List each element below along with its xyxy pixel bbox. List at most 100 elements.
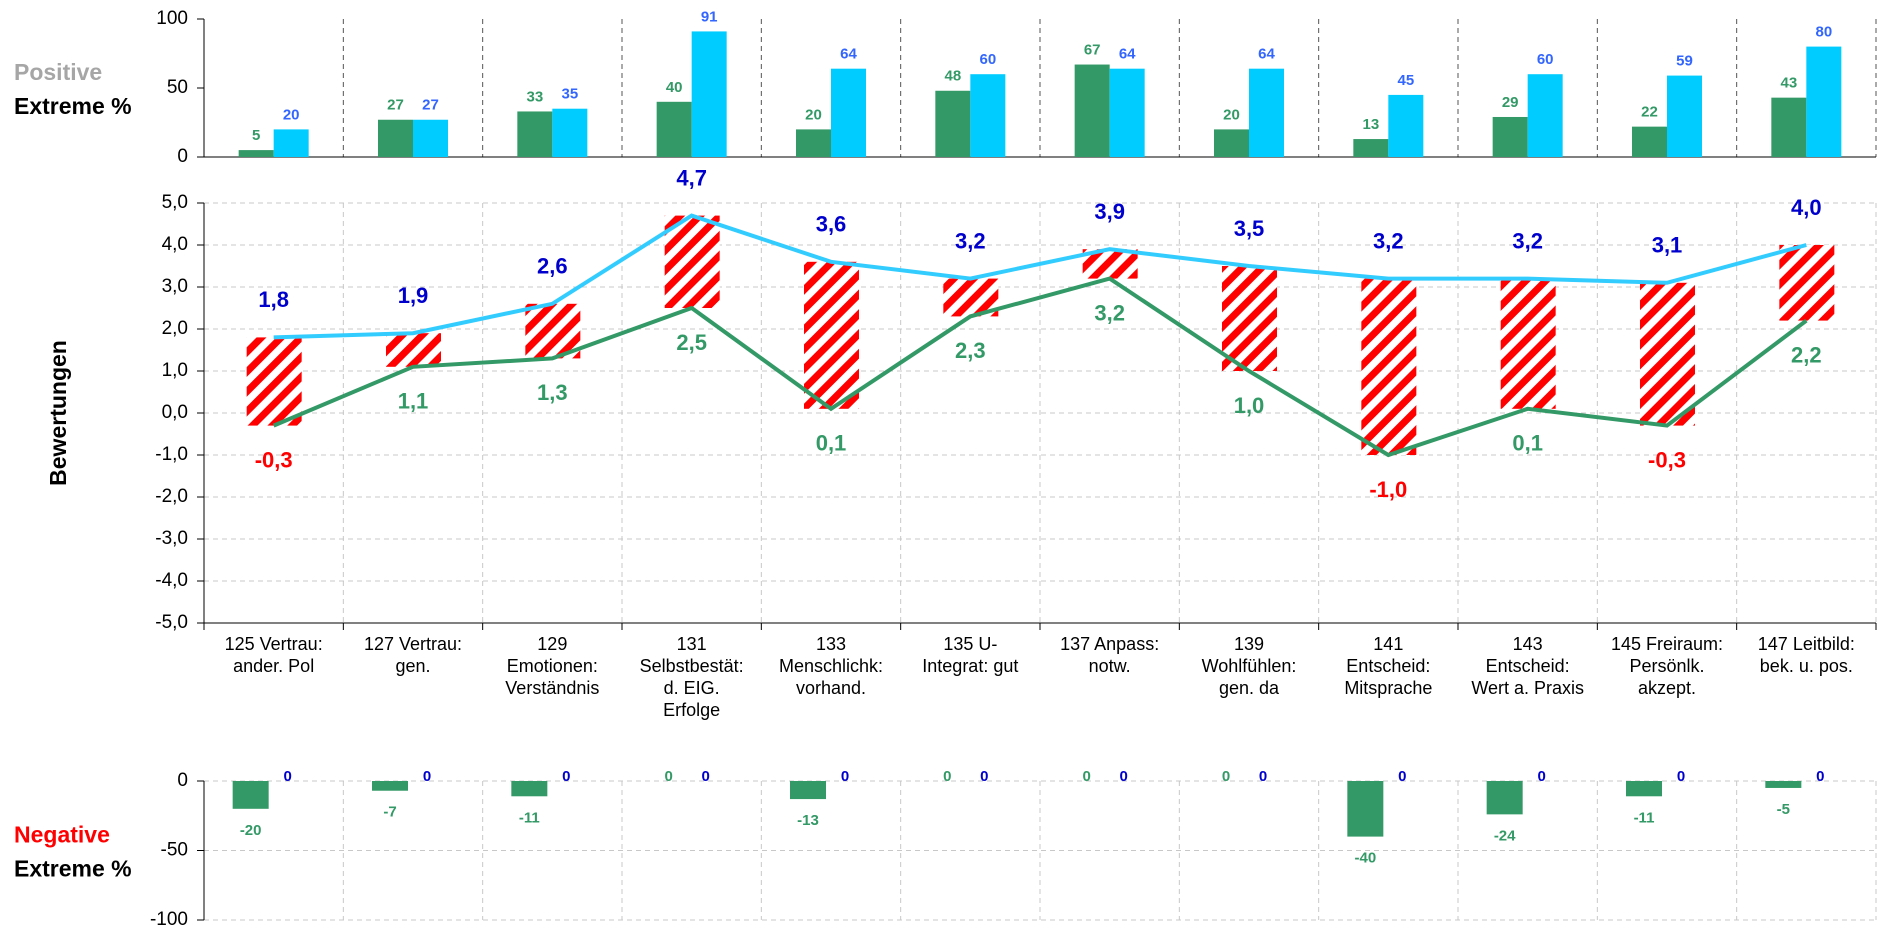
y-axis-label: Positive	[14, 59, 102, 85]
bar	[656, 101, 692, 157]
value-label: 1,3	[537, 380, 568, 405]
x-tick-label: akzept.	[1638, 678, 1696, 698]
bar	[1492, 116, 1528, 157]
bar	[935, 90, 971, 157]
x-tick-label: 127 Vertrau:	[364, 634, 462, 654]
value-label: 3,2	[1373, 228, 1404, 253]
bar	[413, 119, 448, 157]
range-box	[1500, 278, 1556, 409]
range-box	[804, 261, 859, 409]
x-tick-label: gen. da	[1219, 678, 1280, 698]
value-label: 0	[1537, 768, 1545, 785]
y-tick-label: 2,0	[162, 318, 188, 339]
value-label: 20	[283, 106, 300, 123]
value-label: 60	[1537, 51, 1554, 68]
x-tick-label: vorhand.	[796, 678, 866, 698]
value-label: -1,0	[1369, 477, 1407, 502]
bar	[1109, 68, 1145, 157]
bar	[517, 111, 553, 157]
bar	[1353, 139, 1389, 157]
bar	[970, 74, 1006, 157]
value-label: -0,3	[255, 447, 293, 472]
value-label: 64	[840, 46, 857, 63]
bar	[831, 68, 866, 157]
bar	[1806, 46, 1842, 157]
value-label: -7	[383, 804, 396, 821]
x-tick-label: 135 U-	[943, 634, 997, 654]
bar	[1486, 781, 1523, 815]
x-tick-label: gen.	[395, 656, 430, 676]
value-label: 0	[664, 768, 672, 785]
x-tick-label: Integrat: gut	[922, 656, 1018, 676]
value-label: 0	[1082, 768, 1090, 785]
y-tick-label: -100	[150, 909, 188, 929]
range-box	[1779, 245, 1835, 321]
x-tick-label: Menschlichk:	[779, 656, 883, 676]
bar	[1527, 74, 1563, 157]
value-label: 3,2	[1512, 228, 1543, 253]
y-tick-label: -3,0	[155, 528, 188, 549]
bar	[796, 129, 831, 157]
x-tick-label: Entscheid:	[1346, 656, 1430, 676]
value-label: -5	[1777, 801, 1790, 818]
value-label: 2,3	[955, 338, 986, 363]
bar	[273, 129, 309, 157]
x-tick-label: Emotionen:	[507, 656, 598, 676]
x-tick-label: 137 Anpass:	[1060, 634, 1159, 654]
value-label: 0	[841, 768, 849, 785]
value-label: 0	[1222, 768, 1230, 785]
x-tick-label: Wert a. Praxis	[1471, 678, 1584, 698]
value-label: 3,1	[1652, 233, 1683, 258]
y-axis-label: Extreme %	[14, 856, 132, 882]
value-label: 0	[423, 768, 431, 785]
value-label: 1,0	[1234, 393, 1265, 418]
value-label: 4,7	[676, 165, 707, 190]
x-tick-label: Mitsprache	[1344, 678, 1432, 698]
y-tick-label: -1,0	[155, 444, 188, 465]
y-tick-label: 0	[177, 770, 188, 791]
bar	[1626, 781, 1662, 797]
value-label: 0	[1398, 768, 1406, 785]
value-label: 3,5	[1234, 216, 1265, 241]
y-axis-label: Negative	[14, 822, 110, 848]
x-tick-label: ander. Pol	[233, 656, 314, 676]
value-label: -40	[1354, 850, 1376, 867]
value-label: -24	[1494, 827, 1516, 844]
value-label: 0	[1816, 768, 1824, 785]
x-tick-label: 143	[1513, 634, 1543, 654]
y-tick-label: -2,0	[155, 486, 188, 507]
value-label: 0	[980, 768, 988, 785]
value-label: 1,1	[398, 389, 429, 414]
value-label: 3,9	[1094, 199, 1125, 224]
value-label: 13	[1362, 116, 1379, 133]
y-axis-label: Bewertungen	[45, 340, 71, 486]
value-label: 40	[666, 79, 683, 96]
value-label: 2,5	[676, 330, 707, 355]
bar	[691, 31, 727, 158]
x-tick-label: notw.	[1089, 656, 1131, 676]
value-label: 3,2	[955, 228, 986, 253]
x-tick-label: Wohlfühlen:	[1202, 656, 1297, 676]
value-label: 3,2	[1094, 300, 1125, 325]
bar	[1765, 781, 1802, 788]
value-label: 0	[701, 768, 709, 785]
bar	[1347, 781, 1384, 837]
y-tick-label: 3,0	[162, 276, 188, 297]
x-tick-label: Entscheid:	[1486, 656, 1570, 676]
value-label: 80	[1815, 24, 1832, 41]
value-label: 67	[1084, 42, 1101, 59]
value-label: 59	[1676, 53, 1693, 70]
value-label: 0	[1677, 768, 1685, 785]
y-tick-label: 50	[167, 77, 188, 98]
value-label: -11	[1634, 809, 1655, 826]
bar	[372, 781, 408, 791]
value-label: 2,2	[1791, 342, 1822, 367]
range-box	[1361, 278, 1417, 455]
value-label: -0,3	[1648, 447, 1686, 472]
value-label: -13	[797, 812, 819, 829]
bar	[232, 781, 269, 809]
bar	[1074, 64, 1110, 157]
x-tick-label: 139	[1234, 634, 1264, 654]
value-label: 48	[944, 68, 961, 85]
